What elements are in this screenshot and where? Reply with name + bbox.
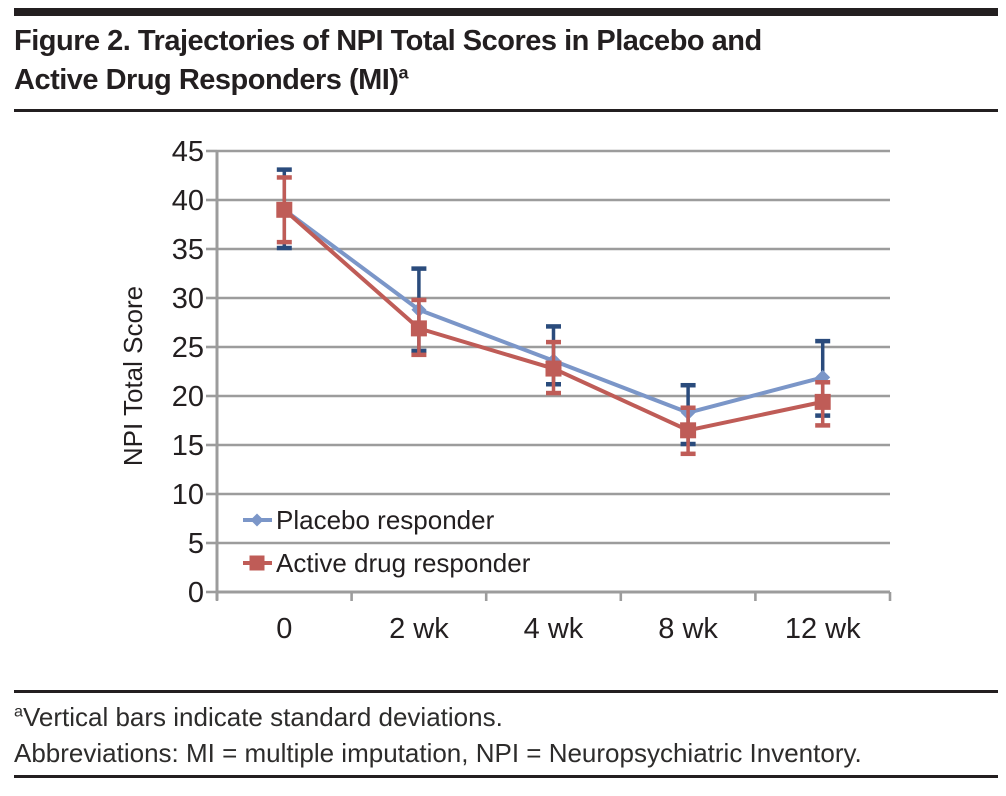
footnote-top-rule	[14, 690, 998, 693]
chart-legend: Placebo responder Active drug responder	[243, 505, 531, 578]
y-tick-label: 35	[172, 234, 204, 266]
y-tick-label: 25	[172, 332, 204, 364]
legend-item: Active drug responder	[243, 548, 531, 578]
data-point-marker	[814, 393, 831, 410]
figure-title: Figure 2. Trajectories of NPI Total Scor…	[14, 22, 762, 100]
y-tick-label: 20	[172, 381, 204, 413]
y-axis-ticks	[206, 149, 217, 594]
x-tick-label: 12 wk	[785, 613, 861, 645]
title-superscript-a: a	[398, 62, 409, 83]
x-axis-ticks	[215, 592, 892, 601]
series-placebo-responder	[276, 167, 831, 447]
y-tick-label: 15	[172, 430, 204, 462]
npi-trajectory-chart: 0 5 10 15 20 25 30 35 40 45 0 2 wk 4 wk 8 wk 12 wk NPI …	[118, 136, 892, 645]
y-tick-label: 5	[188, 528, 204, 560]
y-tick-label: 30	[172, 283, 204, 315]
legend-marker	[250, 513, 264, 527]
footnote-line-1: aVertical bars indicate standard deviati…	[14, 699, 862, 735]
y-axis-title: NPI Total Score	[118, 286, 148, 466]
x-tick-label: 4 wk	[524, 613, 584, 645]
title-rule	[14, 109, 998, 112]
data-point-marker	[276, 201, 293, 218]
legend-label: Placebo responder	[276, 505, 495, 535]
y-tick-label: 40	[172, 185, 204, 217]
footnote-text: Vertical bars indicate standard deviatio…	[22, 702, 503, 732]
series-active-drug-responder	[276, 175, 831, 457]
x-tick-label: 8 wk	[658, 613, 718, 645]
x-tick-label: 0	[276, 613, 292, 645]
figure-title-line1: Figure 2. Trajectories of NPI Total Scor…	[14, 25, 762, 57]
footnote-superscript-a: a	[14, 702, 23, 721]
legend-item: Placebo responder	[243, 505, 495, 535]
top-rule	[14, 8, 998, 16]
footnote-line-2: Abbreviations: MI = multiple imputation,…	[14, 738, 862, 768]
footnote: aVertical bars indicate standard deviati…	[14, 699, 862, 771]
figure-title-line2: Active Drug Responders (MI)a	[14, 62, 409, 96]
data-point-marker	[545, 360, 562, 377]
data-point-marker	[410, 320, 427, 337]
x-tick-labels: 0 2 wk 4 wk 8 wk 12 wk	[276, 613, 861, 645]
y-tick-label: 10	[172, 479, 204, 511]
y-tick-label: 45	[172, 136, 204, 168]
x-tick-label: 2 wk	[389, 613, 449, 645]
y-tick-labels: 0 5 10 15 20 25 30 35 40 45	[172, 136, 204, 609]
legend-marker	[249, 555, 265, 571]
y-tick-label: 0	[188, 577, 204, 609]
data-point-marker	[680, 422, 697, 439]
bottom-rule	[14, 775, 998, 778]
legend-label: Active drug responder	[276, 548, 531, 578]
